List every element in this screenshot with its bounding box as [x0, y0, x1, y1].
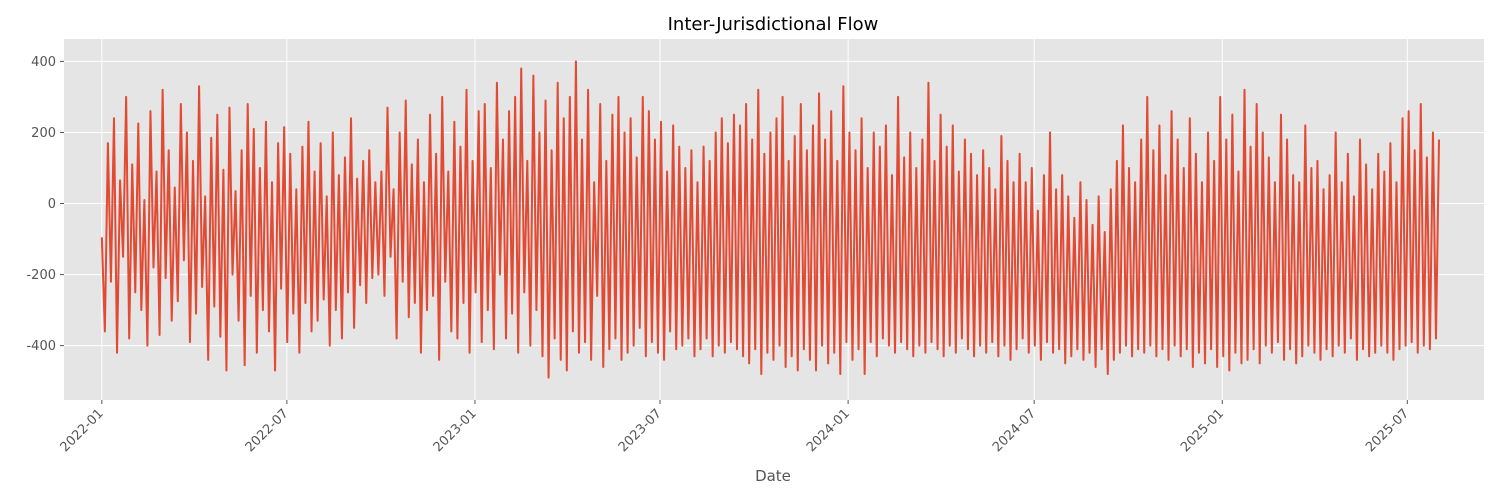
x-tick-label: 2025-07 [1363, 406, 1412, 455]
y-axis-ticks: 400 200 0 -200 -400 [26, 55, 64, 354]
y-tick-label: 200 [31, 126, 56, 141]
x-tick-label: 2024-01 [804, 406, 853, 455]
y-tick-label: -200 [26, 268, 56, 283]
y-tick-label: 0 [48, 197, 56, 212]
x-tick-label: 2023-01 [431, 406, 480, 455]
x-axis-ticks: 2022-01 2022-07 2023-01 2023-07 2024-01 2024-… [58, 400, 1412, 455]
x-tick-label: 2024-07 [990, 406, 1039, 455]
x-tick-label: 2022-01 [58, 406, 107, 455]
series-group [100, 60, 1441, 379]
x-axis-label: Date [755, 467, 791, 485]
y-tick-label: -400 [26, 339, 56, 354]
series-line [100, 60, 1441, 379]
x-tick-label: 2022-07 [243, 406, 292, 455]
y-tick-label: 400 [31, 55, 56, 70]
x-tick-label: 2025-01 [1178, 406, 1227, 455]
chart-title: Inter-Jurisdictional Flow [668, 14, 879, 35]
x-tick-label: 2023-07 [616, 406, 665, 455]
